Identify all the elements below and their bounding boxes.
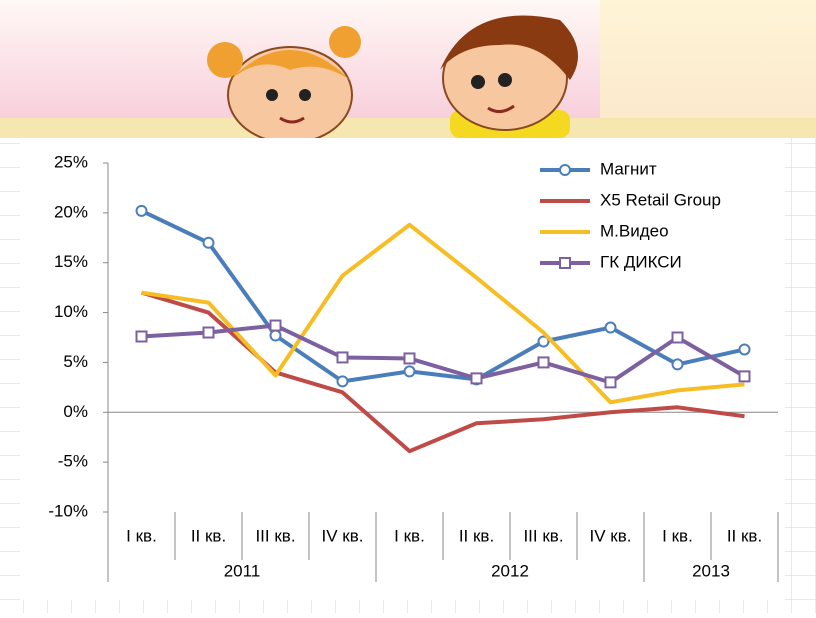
- point-marker: [269, 319, 282, 332]
- point-marker: [537, 356, 550, 369]
- y-tick-label: -5%: [58, 452, 88, 471]
- y-tick-label: -10%: [48, 501, 88, 520]
- point-marker: [403, 352, 416, 365]
- x-tick-label: III кв.: [523, 526, 563, 545]
- point-marker: [604, 376, 617, 389]
- x-tick-label: II кв.: [191, 526, 226, 545]
- point-marker: [537, 335, 550, 348]
- series-line: [140, 290, 745, 454]
- chart: -10% -5% 0% 5% 10% 15% 20% 25% I кв. II кв. III кв…: [48, 152, 779, 582]
- point-marker: [671, 331, 684, 344]
- point-marker: [738, 370, 751, 383]
- x-tick-label: I кв.: [394, 526, 425, 545]
- y-tick-label: 5%: [63, 352, 88, 371]
- legend-label: X5 Retail Group: [600, 190, 721, 209]
- series-line: [141, 323, 746, 385]
- point-marker: [470, 372, 483, 385]
- legend-label: М.Видео: [600, 221, 669, 240]
- x-tick-label: II кв.: [727, 526, 762, 545]
- x-tick-label: II кв.: [459, 526, 494, 545]
- x-group-label: 2011: [224, 561, 261, 580]
- x-group-label: 2013: [692, 561, 730, 580]
- x-group-label: 2012: [491, 561, 529, 580]
- legend-marker: [559, 164, 571, 176]
- y-tick-label: 15%: [54, 252, 88, 271]
- y-tick-label: 0%: [63, 402, 88, 421]
- y-tick-label: 10%: [54, 302, 88, 321]
- legend-label: Магнит: [600, 159, 657, 178]
- point-marker: [604, 321, 617, 334]
- point-marker: [336, 351, 349, 364]
- point-marker: [135, 330, 148, 343]
- x-tick-label: I кв.: [662, 526, 693, 545]
- x-tick-label: IV кв.: [322, 526, 364, 545]
- x-tick-label: III кв.: [255, 526, 295, 545]
- point-marker: [202, 326, 215, 339]
- y-tick-label: 25%: [54, 152, 88, 171]
- series-line: [141, 222, 745, 405]
- point-marker: [336, 375, 349, 388]
- point-marker: [202, 236, 215, 249]
- point-marker: [738, 343, 751, 356]
- point-marker: [135, 204, 148, 217]
- series-line: [140, 209, 745, 384]
- point-marker: [671, 358, 684, 371]
- x-tick-label: I кв.: [126, 526, 157, 545]
- legend-marker: [559, 257, 571, 269]
- y-tick-label: 20%: [54, 202, 88, 221]
- point-marker: [269, 329, 282, 342]
- x-tick-label: IV кв.: [590, 526, 632, 545]
- point-marker: [403, 365, 416, 378]
- legend-label: ГК ДИКСИ: [600, 252, 682, 271]
- banner: [0, 0, 816, 144]
